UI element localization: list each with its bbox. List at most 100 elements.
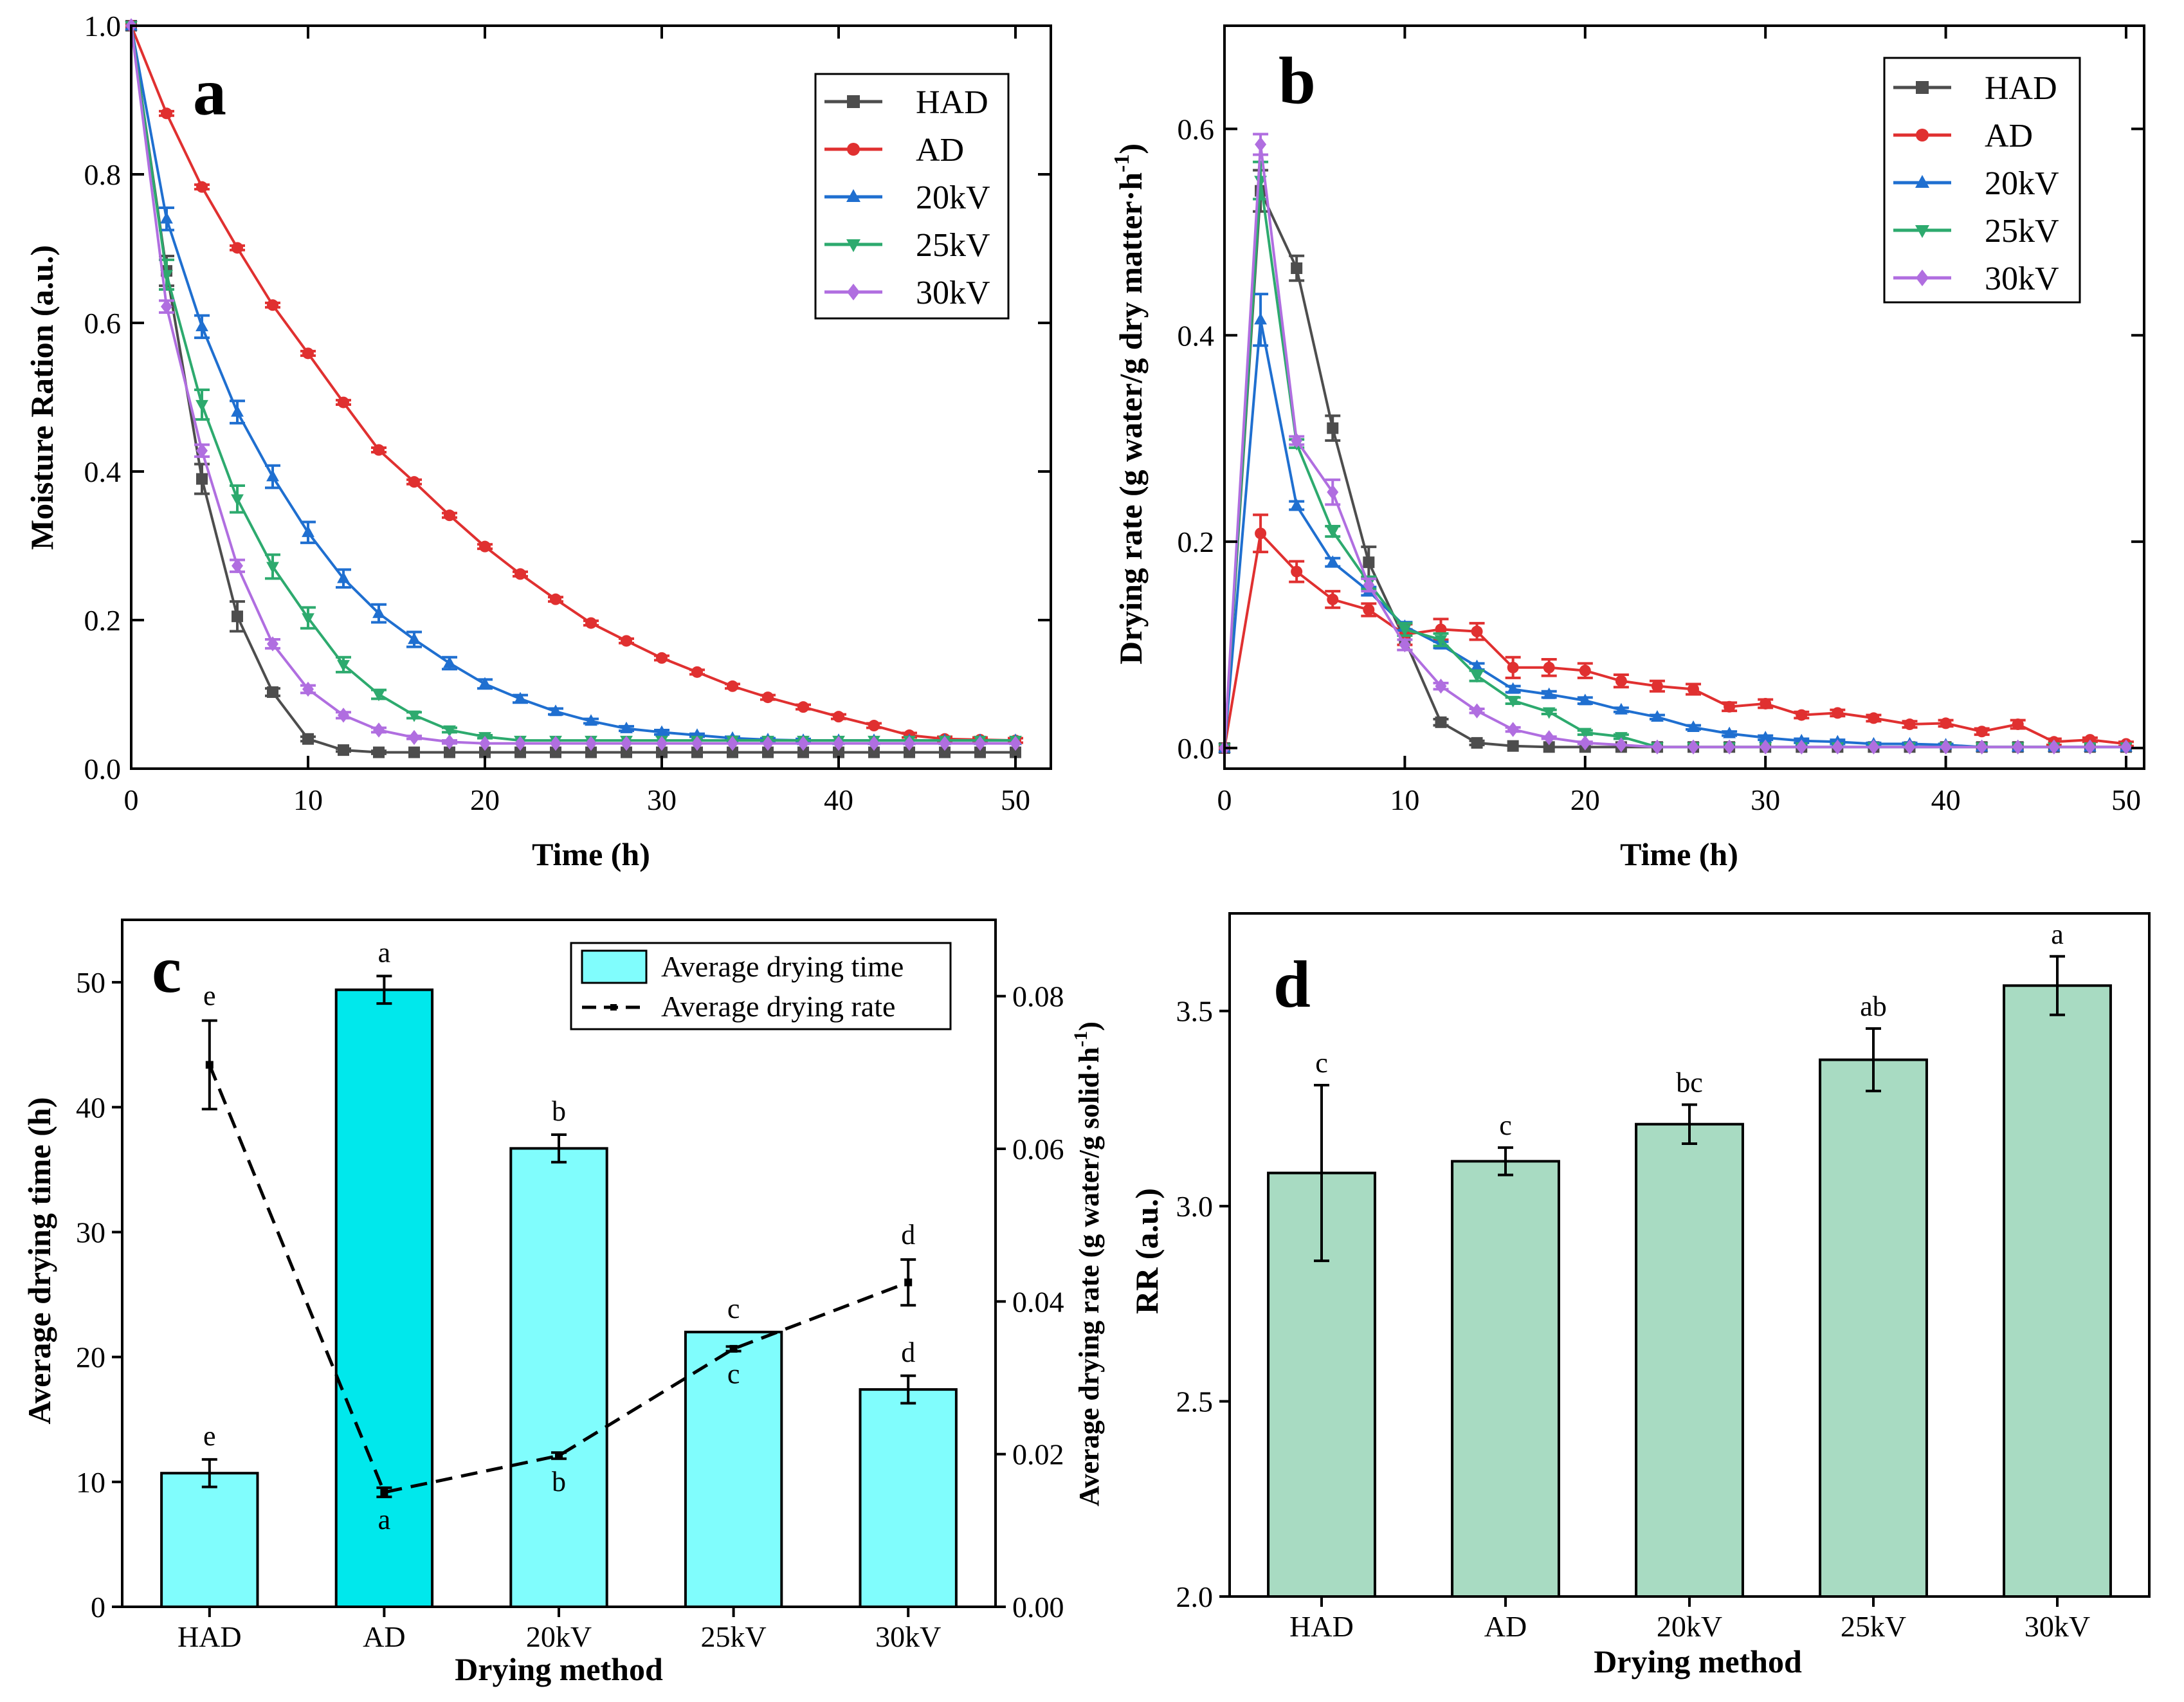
panel-b-series-AD-point-7 [1471, 625, 1483, 637]
panel-c-y2-axis-label-end: ) [1073, 1021, 1105, 1031]
panel-a-series-20kV-point-8 [408, 632, 421, 645]
panel-a-series-25kV-point-9 [443, 725, 456, 737]
panel-b-y-tick-label-2: 0.4 [1178, 319, 1215, 352]
panel-a-series-HAD-point-7 [373, 746, 385, 758]
panel-b-series-30kV-point-22 [2012, 739, 2024, 755]
panel-b-series-AD-point-12 [1651, 680, 1663, 692]
panel-c-average-drying-chart: e a b c d e a b c d HAD AD 20kV 25kV 30kV 0 10 20 30 40 50 0… [21, 919, 1105, 1687]
panel-a-series-30kV-point-22 [904, 736, 915, 751]
panel-b-series-AD-point-22 [2012, 718, 2024, 731]
panel-c-y-tick-label-4: 40 [76, 1091, 105, 1124]
panel-c-rate-point-4 [904, 1278, 913, 1286]
panel-a-series-20kV-point-12 [549, 704, 562, 717]
panel-b-series-20kV-point-10 [1578, 693, 1592, 706]
panel-a-series-20kV-point-7 [372, 606, 385, 618]
panel-c-x-tick-label-2: 20kV [526, 1620, 592, 1653]
panel-a-series-HAD-point-19 [797, 746, 809, 758]
panel-c-legend-bar-label: Average drying time [661, 950, 904, 983]
panel-c-x-tick-label-1: AD [363, 1620, 405, 1653]
panel-a-y-tick-label-5: 1.0 [84, 10, 122, 42]
panel-b-series-20kV-point-9 [1542, 687, 1556, 699]
panel-a-series-AD-point-16 [691, 666, 703, 678]
panel-c-bar-letter-4: d [901, 1337, 915, 1368]
panel-b-legend-marker-20kV [1915, 175, 1929, 188]
panel-d-bar-AD [1451, 1160, 1560, 1598]
panel-d-bar-30kV [2003, 984, 2112, 1598]
panel-b-series-25kV-point-5 [1398, 625, 1412, 637]
panel-b-series-30kV-point-20 [1940, 739, 1952, 755]
panel-c-y-tick-label-0: 0 [91, 1591, 105, 1624]
panel-b-y-tick-label-0: 0.0 [1178, 732, 1215, 765]
panel-a-series-AD-point-11 [514, 568, 526, 580]
panel-c-rate-letter-2: b [552, 1466, 566, 1497]
panel-b-series-AD-point-11 [1615, 675, 1627, 687]
panel-c-y-tick-label-3: 30 [76, 1216, 105, 1249]
panel-c-bar-letter-1: a [378, 937, 391, 968]
panel-a-label: a [193, 55, 226, 129]
panel-b-series-AD-point-19 [1904, 718, 1916, 731]
panel-a-series-25kV-line [130, 25, 1015, 742]
panel-c-y-tick-label-1: 10 [76, 1466, 105, 1499]
panel-a-x-tick-label-0: 0 [124, 783, 139, 816]
panel-b-series-HAD-point-6 [1435, 716, 1447, 728]
panel-d-bar-25kV [1819, 1058, 1928, 1598]
panel-b-legend-marker-30kV [1916, 270, 1929, 286]
panel-a-series-30kV-point-4 [267, 636, 278, 652]
panel-b-series-AD-point-20 [1940, 717, 1952, 729]
panel-b-legend-box [1883, 57, 2081, 304]
panel-b-series-AD-line [1223, 530, 2127, 749]
panel-a-series-AD-point-5 [302, 347, 314, 360]
panel-a-series-30kV-point-8 [408, 729, 420, 746]
panel-b-series-30kV-point-1 [1255, 136, 1267, 152]
panel-a-series-20kV-point-11 [514, 691, 527, 704]
panel-b-series-HAD-point-7 [1471, 737, 1483, 749]
panel-b-series-AD-point-21 [1976, 726, 1988, 738]
panel-a-series-30kV-point-23 [939, 736, 951, 751]
panel-c-bar-25kV [684, 1330, 783, 1609]
panel-c-x-axis-label: Drying method [455, 1651, 663, 1687]
panel-a-series-HAD-point-10 [479, 746, 491, 758]
panel-a-series-HAD-point-8 [408, 746, 420, 758]
panel-c-rate-letter-3: c [727, 1358, 740, 1389]
panel-a-series-HAD-point-12 [550, 746, 561, 758]
panel-b-x-tick-label-0: 0 [1217, 783, 1232, 816]
panel-b-series-20kV-point-8 [1506, 682, 1520, 694]
panel-a-series-20kV-point-10 [478, 677, 491, 689]
panel-b-series-30kV-point-6 [1435, 678, 1447, 694]
panel-a-series-20kV-point-14 [620, 721, 633, 733]
panel-d-letter-3: ab [1860, 991, 1887, 1022]
panel-a-y-axis-label: Moisture Ration (a.u.) [24, 245, 60, 550]
panel-b-series-25kV-point-10 [1578, 727, 1592, 740]
panel-a-series-HAD-point-3 [232, 610, 243, 623]
panel-c-y-tick-label-5: 50 [76, 966, 105, 999]
panel-b-series-AD-point-14 [1724, 700, 1736, 713]
panel-c-legend-line-marker [610, 1004, 617, 1011]
panel-a-series-30kV-point-15 [656, 736, 668, 751]
panel-b-series-AD-point-9 [1543, 661, 1555, 673]
panel-a-series-HAD-point-11 [514, 746, 526, 758]
panel-a-series-25kV-point-3 [231, 494, 244, 506]
panel-b-series-AD-point-10 [1579, 664, 1591, 677]
panel-a-series-HAD-point-18 [762, 746, 774, 758]
panel-d-letter-1: c [1499, 1110, 1512, 1141]
panel-c-legend-line-label: Average drying rate [661, 990, 895, 1023]
panel-a-series-30kV-point-10 [479, 736, 491, 751]
panel-a-series-AD-point-3 [232, 242, 243, 254]
panel-a-series-30kV-point-17 [727, 736, 738, 751]
panel-a-legend-label-HAD: HAD [916, 84, 988, 121]
panel-d-y-tick-label-3: 3.5 [1176, 995, 1214, 1028]
panel-a-series-HAD-point-13 [585, 746, 597, 758]
panel-a-series-30kV-point-18 [762, 736, 774, 751]
panel-a-x-tick-label-1: 10 [293, 783, 323, 816]
panel-b-series-30kV-point-5 [1399, 637, 1411, 653]
panel-c-bar-letter-3: c [727, 1293, 740, 1324]
panel-b-series-20kV-point-13 [1687, 720, 1700, 733]
panel-a-series-20kV-point-2 [196, 319, 208, 331]
panel-a-series-25kV-point-8 [408, 710, 421, 722]
panel-c-label: c [152, 933, 181, 1007]
panel-b-series-HAD-point-9 [1543, 741, 1555, 753]
panel-a-series-AD-point-7 [373, 444, 385, 456]
panel-b-legend-marker-AD [1916, 129, 1929, 142]
panel-b-series-30kV-point-2 [1291, 433, 1303, 448]
panel-b-series-25kV-point-6 [1434, 635, 1448, 647]
